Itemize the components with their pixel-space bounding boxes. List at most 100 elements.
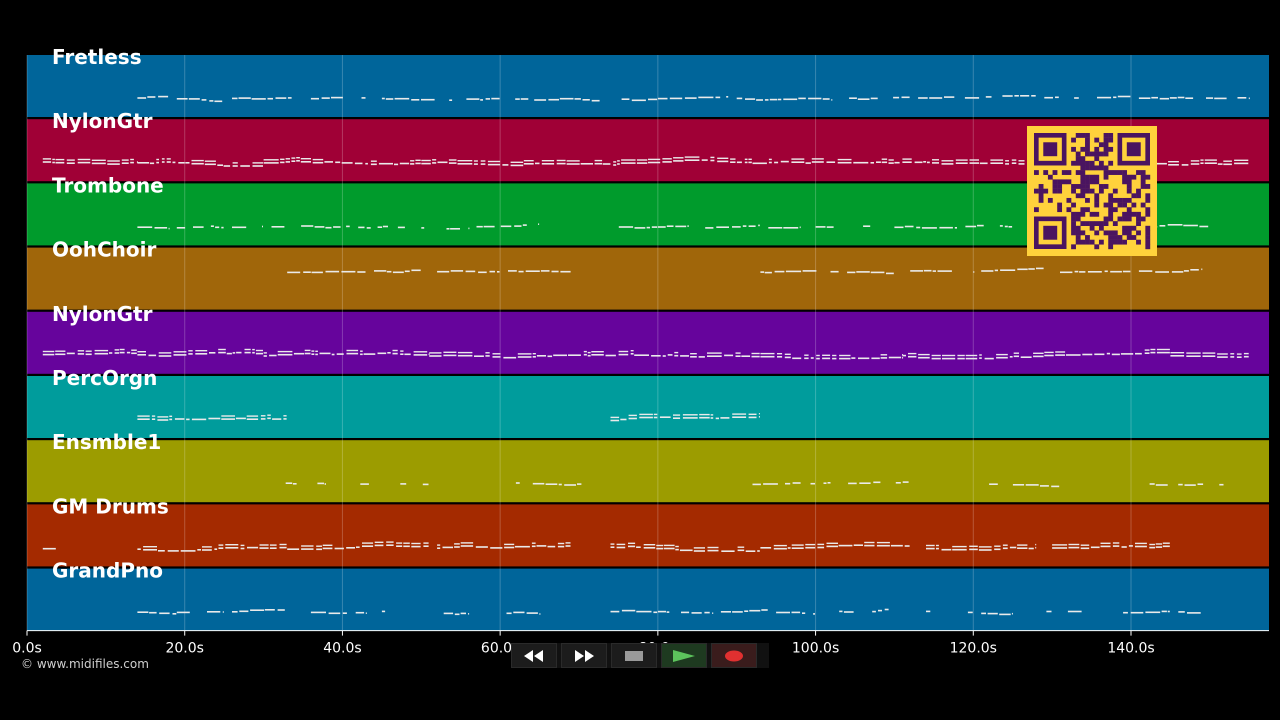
note [331,353,335,356]
record-button[interactable] [711,643,757,668]
note [634,354,649,356]
note [902,354,906,357]
note [143,546,157,548]
note [1036,267,1044,270]
note [880,357,888,359]
note-run [137,611,177,615]
note-run [752,158,894,165]
note [929,97,943,99]
note [802,270,817,272]
note [1046,610,1052,613]
note [673,414,681,416]
note [275,97,287,99]
note [618,226,634,228]
note [1183,224,1198,227]
note [653,611,658,614]
note [823,482,827,484]
note [921,227,937,229]
note [996,356,1008,359]
note [1149,546,1155,549]
note [591,99,600,102]
note [310,97,319,100]
note [1167,224,1183,226]
note [1234,159,1249,161]
note [525,270,540,272]
note [437,270,450,273]
note [300,158,311,160]
note [674,351,679,354]
note [901,96,910,99]
note [973,271,975,273]
note [520,98,529,100]
note [314,226,325,228]
note [151,415,156,417]
note [317,482,324,485]
note [255,352,263,355]
note [663,547,675,550]
note [1135,352,1142,355]
note [752,483,761,486]
note-run [849,96,910,100]
note [413,354,428,356]
note [161,158,165,160]
note [518,270,524,273]
note [277,609,285,611]
note [979,357,982,359]
note [605,354,616,357]
note [42,350,55,353]
note [1199,225,1209,228]
note [758,413,760,415]
fast-forward-button[interactable] [561,643,607,668]
note-run [910,269,975,273]
note [1080,547,1090,550]
note [663,544,675,547]
note [246,418,259,420]
note [659,416,671,418]
note [1035,546,1037,549]
note [634,227,646,229]
note [760,547,772,549]
note [541,163,555,165]
note [566,163,580,165]
note [849,97,857,99]
note-run [1052,542,1170,550]
note [191,159,204,162]
note [539,613,541,615]
play-button[interactable] [661,643,707,668]
note [262,225,263,228]
note [680,355,689,357]
note [784,356,791,359]
note [1002,544,1008,546]
note [871,357,880,360]
note [325,270,340,273]
rewind-button[interactable] [511,643,557,668]
note [742,225,747,227]
stop-button[interactable] [611,643,657,668]
note [77,158,91,161]
note [411,545,421,548]
time-axis: 0.0s20.0s40.0s60.0s80.0s100.0s120.0s140.… [12,630,1269,657]
note [1171,271,1184,273]
note [1000,269,1016,271]
note [830,270,839,273]
note [387,352,391,354]
note [732,226,741,228]
note-run [965,224,1013,228]
note [381,610,386,613]
note [1186,352,1201,354]
note [682,417,698,419]
note [745,550,756,552]
note [328,612,341,615]
note [1025,484,1039,486]
note [1011,159,1017,161]
note [653,413,658,416]
note-run [232,97,292,100]
note [285,158,290,160]
note [362,542,374,544]
note [523,163,534,165]
note [870,271,885,274]
note [151,418,156,420]
note [363,353,376,355]
note [366,227,371,229]
note [514,545,530,548]
